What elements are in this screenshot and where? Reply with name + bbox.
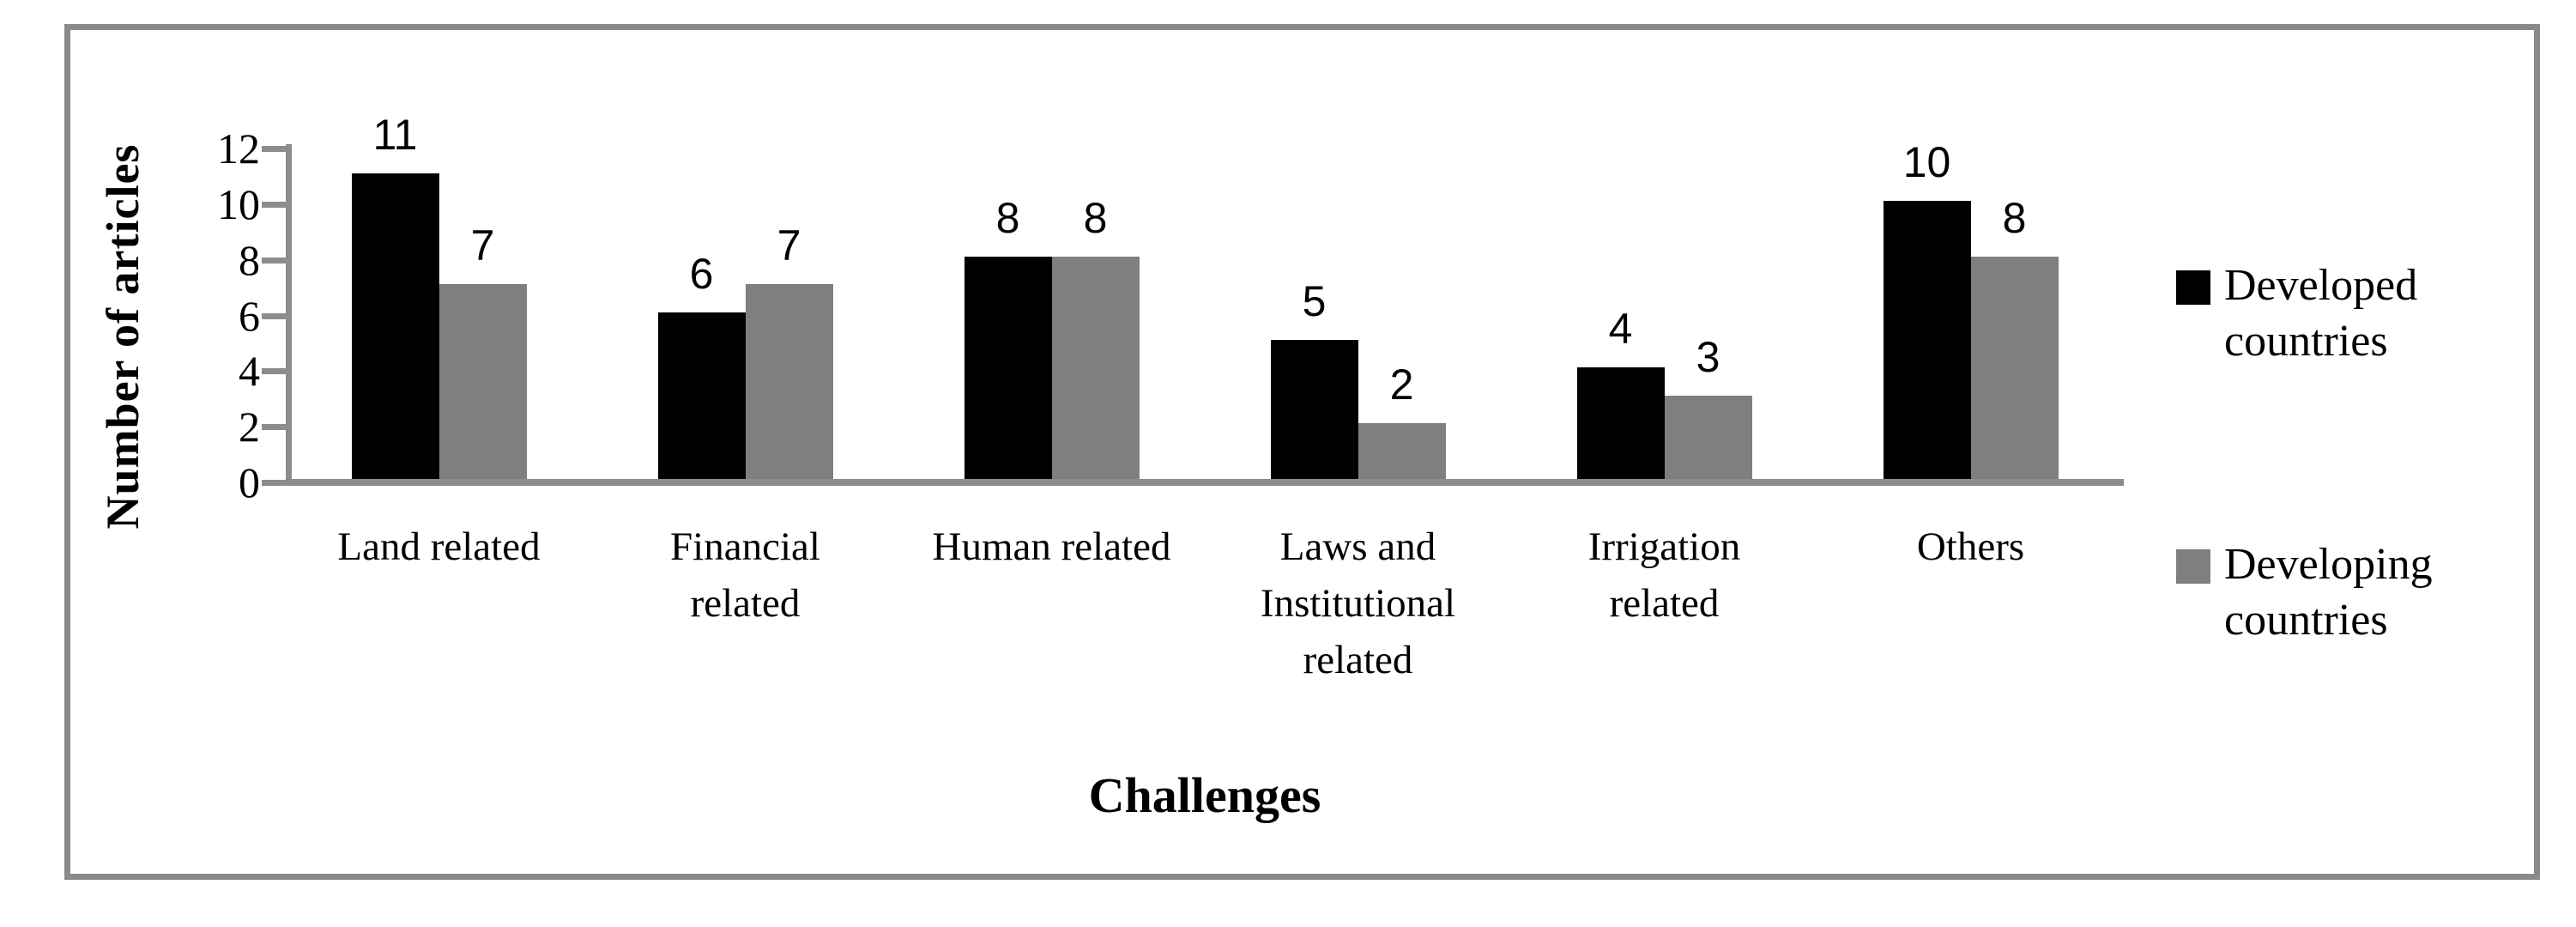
y-tick-label: 6 bbox=[239, 291, 260, 340]
y-tick-label: 8 bbox=[239, 235, 260, 284]
x-category-label-cat2: Human related bbox=[932, 524, 1171, 569]
legend-swatch-developing bbox=[2176, 549, 2210, 584]
x-axis-line bbox=[286, 479, 2124, 486]
y-tick-mark bbox=[262, 480, 287, 486]
bar-value-label-developed-cat3: 5 bbox=[1302, 277, 1327, 325]
bar-value-label-developed-cat5: 10 bbox=[1902, 138, 1951, 186]
bar-developed-cat0 bbox=[351, 173, 439, 479]
y-tick-label: 4 bbox=[239, 347, 260, 396]
bar-developing-cat5 bbox=[1970, 256, 2059, 479]
bar-value-label-developing-cat0: 7 bbox=[470, 221, 495, 270]
bar-value-label-developed-cat2: 8 bbox=[995, 193, 1020, 242]
bar-developed-cat5 bbox=[1883, 201, 1971, 479]
x-category-label-cat3: Laws and Institutional related bbox=[1260, 524, 1456, 682]
y-tick-label: 0 bbox=[239, 458, 260, 506]
bar-developed-cat1 bbox=[657, 312, 746, 479]
chart-border-frame bbox=[64, 24, 2540, 880]
bar-developing-cat2 bbox=[1051, 256, 1140, 479]
y-axis-line bbox=[286, 144, 292, 486]
y-tick-label: 12 bbox=[217, 124, 260, 173]
x-category-label-cat1: Financial related bbox=[670, 524, 820, 626]
bar-value-label-developing-cat3: 2 bbox=[1389, 360, 1414, 409]
y-tick-mark bbox=[262, 312, 287, 319]
bar-developing-cat4 bbox=[1664, 395, 1752, 479]
bar-developed-cat4 bbox=[1576, 367, 1665, 479]
y-tick-mark bbox=[262, 368, 287, 375]
y-tick-mark bbox=[262, 202, 287, 208]
bar-developed-cat2 bbox=[964, 256, 1052, 479]
bar-value-label-developing-cat1: 7 bbox=[777, 221, 801, 270]
x-category-label-cat5: Others bbox=[1916, 524, 2025, 569]
bar-value-label-developing-cat4: 3 bbox=[1696, 332, 1720, 381]
y-tick-mark bbox=[262, 424, 287, 431]
x-axis-title: Challenges bbox=[1088, 767, 1321, 823]
bar-value-label-developing-cat5: 8 bbox=[2002, 193, 2027, 242]
bar-value-label-developed-cat4: 4 bbox=[1608, 305, 1633, 354]
legend-label-developing: Developing countries bbox=[2224, 540, 2433, 645]
y-tick-mark bbox=[262, 257, 287, 264]
bar-developing-cat1 bbox=[745, 284, 833, 479]
bar-developed-cat3 bbox=[1270, 340, 1358, 479]
x-category-label-cat4: Irrigation related bbox=[1587, 524, 1741, 626]
y-tick-mark bbox=[262, 146, 287, 153]
y-tick-label: 2 bbox=[239, 403, 260, 451]
x-category-label-cat0: Land related bbox=[337, 524, 541, 569]
legend-swatch-developed bbox=[2176, 270, 2210, 305]
bar-value-label-developed-cat1: 6 bbox=[689, 249, 714, 298]
bar-value-label-developed-cat0: 11 bbox=[372, 110, 418, 159]
legend-label-developed: Developed countries bbox=[2224, 261, 2418, 366]
y-tick-label: 10 bbox=[217, 180, 260, 228]
bar-value-label-developing-cat2: 8 bbox=[1083, 193, 1108, 242]
bar-developing-cat3 bbox=[1358, 423, 1446, 479]
bar-developing-cat0 bbox=[438, 284, 527, 479]
